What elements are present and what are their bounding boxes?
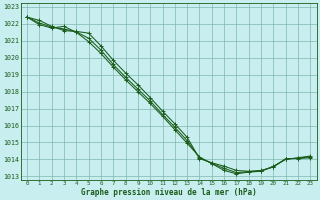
X-axis label: Graphe pression niveau de la mer (hPa): Graphe pression niveau de la mer (hPa): [81, 188, 257, 197]
